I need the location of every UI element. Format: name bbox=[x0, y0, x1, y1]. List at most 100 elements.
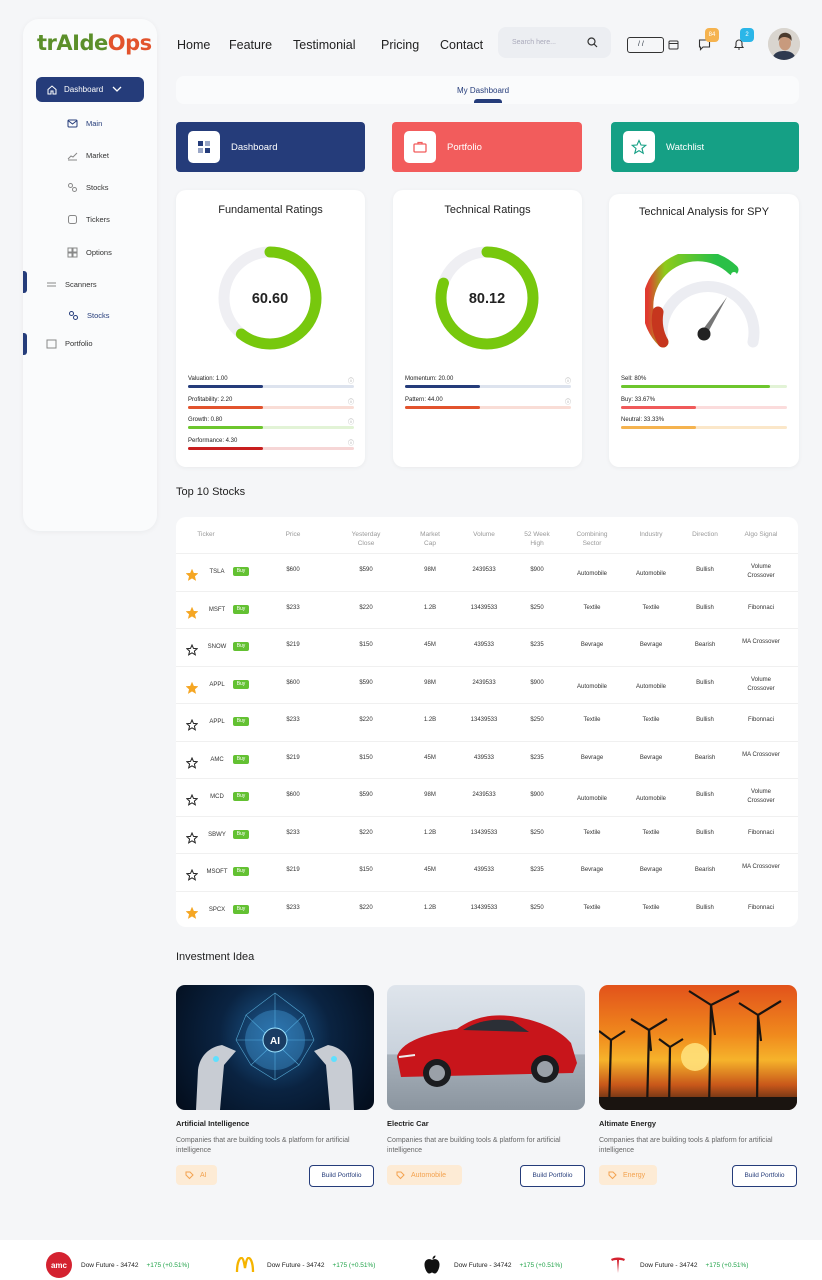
table-row[interactable]: APPL Buy $233 $220 1.2B 13439533 $250 Textile Te… bbox=[176, 703, 798, 741]
buy-badge[interactable]: Buy bbox=[233, 679, 249, 689]
table-row[interactable]: SBWY Buy $233 $220 1.2B 13439533 $250 Textile Te… bbox=[176, 815, 798, 854]
idea-tag[interactable]: AI bbox=[176, 1165, 217, 1185]
table-row[interactable]: TSLA Buy $600 $590 98M 2439533 $900 Automobile A… bbox=[176, 553, 798, 591]
calendar-icon[interactable] bbox=[668, 39, 679, 50]
column-header[interactable]: Combining Sector bbox=[576, 531, 608, 547]
cell-industry: Bevrage bbox=[639, 754, 663, 761]
ticker-symbol[interactable]: MCD bbox=[210, 794, 224, 800]
column-header[interactable]: Direction bbox=[692, 531, 718, 538]
ticker-symbol[interactable]: APPL bbox=[209, 719, 225, 725]
portfolio-category-button[interactable]: Portfolio bbox=[392, 122, 582, 172]
dashboard-category-button[interactable]: Dashboard bbox=[176, 122, 365, 172]
brand-logo[interactable]: trAIdeOps bbox=[37, 31, 152, 55]
buy-badge[interactable]: Buy bbox=[233, 642, 249, 651]
idea-title[interactable]: Artificial Intelligence bbox=[176, 1119, 250, 1128]
buy-badge[interactable]: Buy bbox=[233, 567, 249, 576]
buy-badge[interactable]: Buy bbox=[233, 717, 249, 726]
build-portfolio-button[interactable]: Build Portfolio bbox=[309, 1165, 374, 1187]
bell-icon[interactable] bbox=[733, 38, 745, 51]
star-icon[interactable] bbox=[185, 906, 199, 919]
nav-pricing[interactable]: Pricing bbox=[381, 38, 420, 52]
idea-tag[interactable]: Energy bbox=[599, 1165, 657, 1185]
sidebar-item-portfolio[interactable]: Portfolio bbox=[46, 338, 93, 349]
nav-testimonial[interactable]: Testimonial bbox=[293, 38, 356, 52]
column-header[interactable]: 52 Week High bbox=[524, 531, 550, 547]
star-icon[interactable] bbox=[185, 643, 199, 656]
buy-badge[interactable]: Buy bbox=[233, 829, 249, 839]
cell-close: $220 bbox=[359, 604, 373, 611]
ticker-symbol[interactable]: MSOFT bbox=[206, 869, 228, 875]
star-icon[interactable] bbox=[185, 831, 199, 844]
table-row[interactable]: SPCX Buy $233 $220 1.2B 13439533 $250 Textile Te… bbox=[176, 890, 798, 929]
sidebar-item-tickers[interactable]: Tickers bbox=[67, 214, 110, 225]
column-header[interactable]: Volume bbox=[473, 531, 495, 538]
star-icon[interactable] bbox=[185, 718, 199, 731]
buy-badge[interactable]: Buy bbox=[233, 604, 249, 614]
star-icon[interactable] bbox=[185, 868, 199, 881]
buy-badge[interactable]: Buy bbox=[233, 867, 249, 876]
ticker-item[interactable]: Dow Future - 34742 +175 (+0.51%) bbox=[605, 1252, 748, 1278]
column-header[interactable]: Algo Signal bbox=[744, 531, 778, 538]
sidebar-item-dashboard[interactable]: Dashboard bbox=[36, 77, 144, 102]
column-header[interactable]: Ticker bbox=[197, 531, 215, 538]
table-row[interactable]: MSFT Buy $233 $220 1.2B 13439533 $250 Textile Te… bbox=[176, 590, 798, 629]
table-row[interactable]: MSOFT Buy $219 $150 45M 439533 $235 Bevrage Bevr… bbox=[176, 853, 798, 891]
nav-contact[interactable]: Contact bbox=[440, 38, 484, 52]
info-icon[interactable]: ⓘ bbox=[347, 379, 354, 385]
info-icon[interactable]: ⓘ bbox=[347, 420, 354, 426]
info-icon[interactable]: ⓘ bbox=[347, 440, 354, 447]
ticker-symbol[interactable]: TSLA bbox=[209, 569, 225, 575]
sidebar-item-scanner-stocks[interactable]: Stocks bbox=[68, 310, 110, 321]
ticker-symbol[interactable]: SPCX bbox=[208, 906, 226, 913]
info-icon[interactable]: ⓘ bbox=[564, 379, 571, 385]
column-header[interactable]: Yesterday Close bbox=[351, 531, 381, 547]
column-header[interactable]: Price bbox=[285, 531, 301, 538]
build-portfolio-button[interactable]: Build Portfolio bbox=[732, 1165, 797, 1187]
table-row[interactable]: AMC Buy $219 $150 45M 439533 $235 Bevrage Bevrag… bbox=[176, 740, 798, 779]
search-icon[interactable] bbox=[587, 37, 598, 48]
nav-home[interactable]: Home bbox=[177, 38, 211, 52]
star-icon[interactable] bbox=[185, 756, 199, 769]
idea-title[interactable]: Electric Car bbox=[387, 1119, 429, 1128]
star-icon[interactable] bbox=[185, 568, 199, 581]
star-icon[interactable] bbox=[185, 681, 199, 694]
column-header[interactable]: Market Cap bbox=[420, 531, 440, 547]
buy-badge[interactable]: Buy bbox=[233, 904, 249, 914]
idea-image-car[interactable] bbox=[387, 985, 585, 1110]
table-row[interactable]: SNOW Buy $219 $150 45M 439533 $235 Bevrage Bevra… bbox=[176, 628, 798, 666]
build-portfolio-button[interactable]: Build Portfolio bbox=[520, 1165, 585, 1187]
idea-title[interactable]: Altimate Energy bbox=[599, 1119, 657, 1128]
idea-image-energy[interactable] bbox=[599, 985, 797, 1110]
info-icon[interactable]: ⓘ bbox=[564, 399, 571, 406]
idea-image-ai[interactable]: AI bbox=[176, 985, 374, 1110]
date-input[interactable]: / / bbox=[627, 37, 664, 53]
watchlist-category-button[interactable]: Watchlist bbox=[611, 122, 799, 172]
idea-tag[interactable]: Automobile bbox=[387, 1165, 462, 1185]
search-input[interactable]: Search here... bbox=[498, 27, 611, 58]
ticker-item[interactable]: Dow Future - 34742 +175 (+0.51%) bbox=[232, 1252, 375, 1278]
sidebar-item-stocks[interactable]: Stocks bbox=[67, 182, 109, 193]
table-row[interactable]: MCD Buy $600 $590 98M 2439533 $900 Automobile Au… bbox=[176, 778, 798, 816]
buy-badge[interactable]: Buy bbox=[233, 792, 249, 801]
table-row[interactable]: APPL Buy $600 $590 98M 2439533 $900 Automobile A… bbox=[176, 665, 798, 704]
ticker-symbol[interactable]: AMC bbox=[210, 756, 224, 763]
ticker-item[interactable]: Dow Future - 34742 +175 (+0.51%) bbox=[419, 1252, 562, 1278]
tab-my-dashboard[interactable]: My Dashboard bbox=[457, 86, 510, 95]
ticker-item[interactable]: amc Dow Future - 34742 +175 (+0.51%) bbox=[46, 1252, 189, 1278]
sidebar-item-main[interactable]: Main bbox=[67, 118, 102, 129]
star-icon[interactable] bbox=[185, 606, 199, 619]
info-icon[interactable]: ⓘ bbox=[347, 399, 354, 406]
ticker-symbol[interactable]: APPL bbox=[209, 681, 225, 688]
sidebar-item-options[interactable]: Options bbox=[67, 247, 112, 258]
column-header[interactable]: Industry bbox=[639, 531, 663, 538]
buy-badge[interactable]: Buy bbox=[233, 754, 249, 764]
nav-feature[interactable]: Feature bbox=[229, 38, 273, 52]
avatar[interactable] bbox=[768, 28, 800, 60]
chevron-down-icon[interactable] bbox=[112, 86, 122, 93]
ticker-symbol[interactable]: MSFT bbox=[208, 606, 226, 613]
ticker-symbol[interactable]: SNOW bbox=[207, 644, 227, 650]
sidebar-item-market[interactable]: Market bbox=[67, 150, 109, 161]
star-icon[interactable] bbox=[185, 793, 199, 806]
ticker-symbol[interactable]: SBWY bbox=[208, 831, 226, 838]
sidebar-item-scanners[interactable]: Scanners bbox=[46, 279, 97, 290]
